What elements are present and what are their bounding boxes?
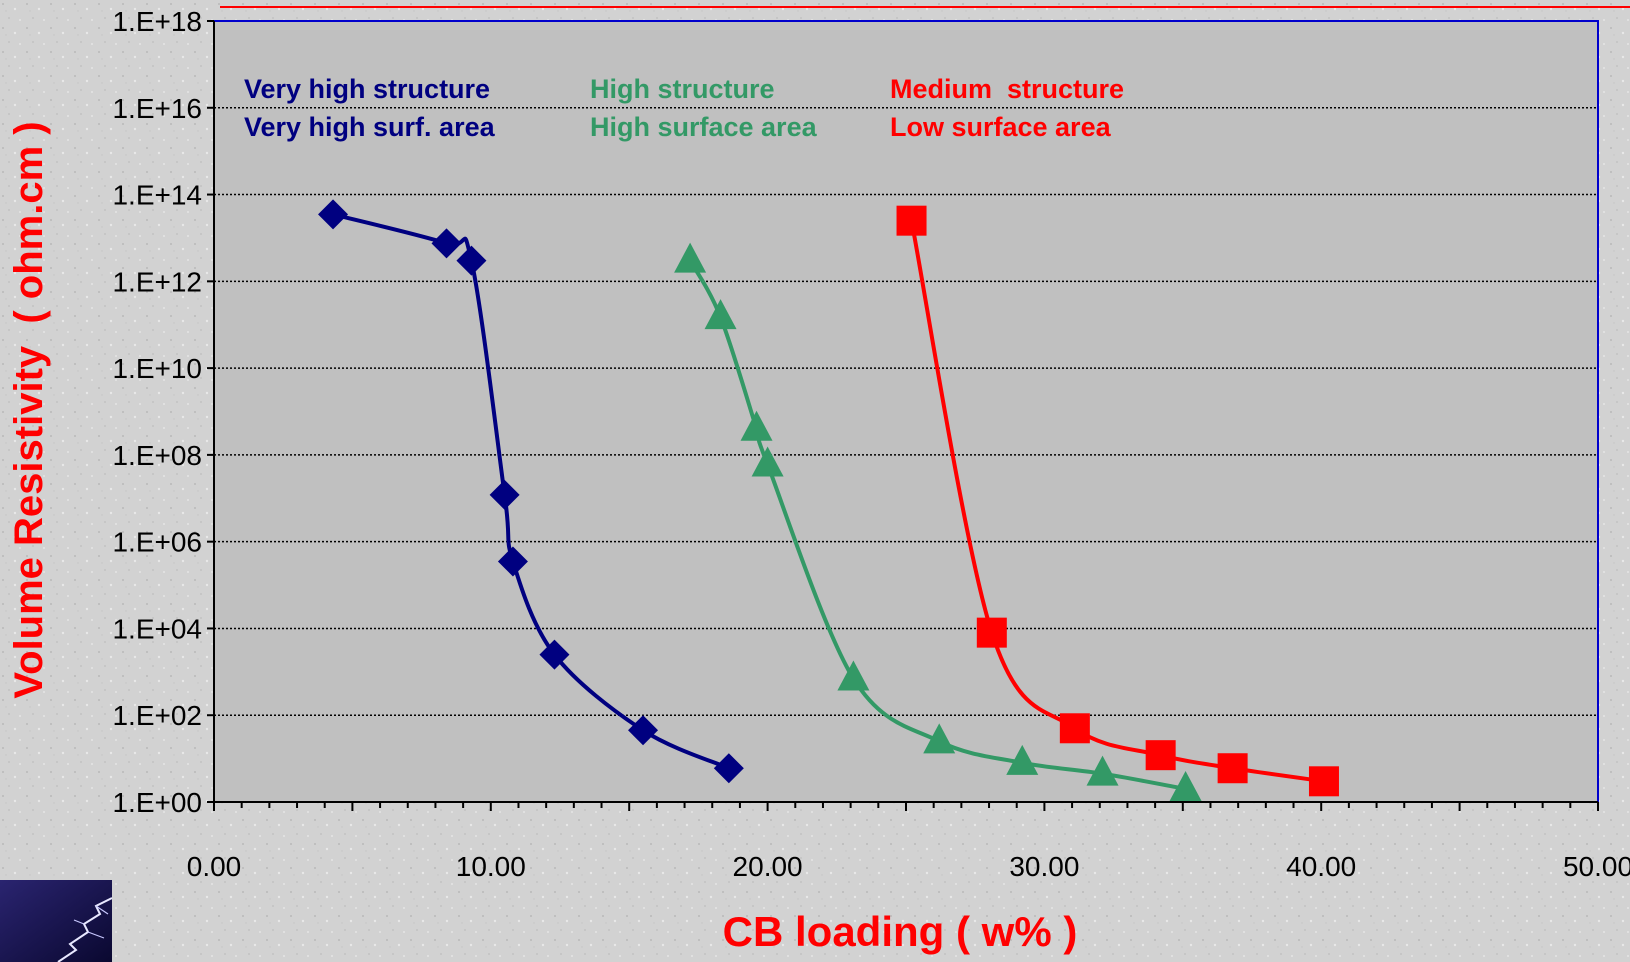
gridlines [214,107,1598,716]
y-tick-label: 1.E+00 [112,787,202,818]
data-point-square [1059,713,1090,744]
data-point-diamond [497,546,528,577]
y-tick-label: 1.E+16 [112,93,202,124]
y-tick-label: 1.E+18 [112,6,202,37]
y-tick-label: 1.E+10 [112,353,202,384]
legend-label-high-structure: High surface area [590,112,818,142]
y-tick-labels: 1.E+00 1.E+02 1.E+04 1.E+06 1.E+08 1.E+10 1.E+… [112,6,202,818]
data-point-square [1217,753,1248,784]
x-tick-label: 30.00 [1009,851,1079,882]
data-point-square [1308,766,1339,797]
axes [207,20,1599,811]
y-tick-label: 1.E+08 [112,440,202,471]
data-point-diamond [456,245,487,276]
data-point-diamond [539,639,570,670]
data-point-triangle [923,723,956,754]
legend-label-very-high-structure: Very high structure [244,74,490,104]
x-tick-label: 40.00 [1286,851,1356,882]
x-tick-label: 20.00 [733,851,803,882]
legend-label-high-structure: High structure [590,74,775,104]
data-point-diamond [489,479,520,510]
y-tick-label: 1.E+04 [112,613,202,644]
x-tick-label: 10.00 [456,851,526,882]
lightning-logo [0,880,112,962]
y-tick-label: 1.E+02 [112,700,202,731]
series-line-high-structure [688,259,1186,791]
data-point-diamond [431,228,462,259]
data-point-triangle [837,660,870,691]
y-tick-label: 1.E+06 [112,527,202,558]
data-point-triangle [1086,755,1119,786]
x-tick-label: 0.00 [187,851,242,882]
data-point-square [1145,740,1176,771]
data-point-square [976,617,1007,648]
plot-area [213,20,1599,803]
data-point-diamond [318,199,349,230]
y-tick-label: 1.E+14 [112,180,202,211]
data-point-triangle [1006,744,1039,775]
legend-label-very-high-structure: Very high surf. area [244,112,496,142]
y-axis-label: Volume Resistivity ( ohm.cm ) [7,121,51,698]
y-tick-label: 1.E+12 [112,266,202,297]
x-tick-label: 50.00 [1563,851,1630,882]
data-point-diamond [628,715,659,746]
x-tick-labels: 0.00 10.00 20.00 30.00 40.00 50.00 [187,851,1630,882]
data-point-square [896,205,927,236]
data-point-triangle [674,242,707,273]
legend-label-medium-structure: Medium structure [890,74,1124,104]
series-markers [318,199,1339,801]
legend-label-medium-structure: Low surface area [890,112,1112,142]
data-point-triangle [751,446,784,477]
data-point-triangle [704,299,737,330]
data-point-triangle [740,410,773,441]
legend: Very high structure Very high surf. area H… [244,74,1124,142]
x-axis-label: CB loading ( w% ) [723,908,1078,955]
data-point-triangle [1169,770,1202,801]
data-point-diamond [713,753,744,784]
